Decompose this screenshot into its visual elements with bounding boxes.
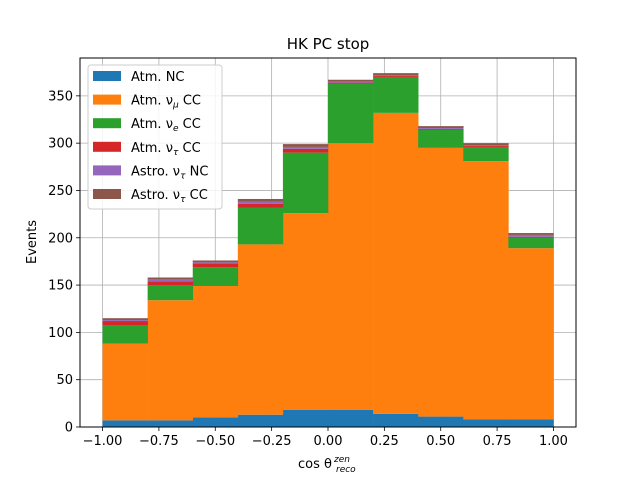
legend-swatch [93,94,121,105]
bar-segment [282,213,329,410]
x-axis-label: cos θ zen reco [298,455,356,475]
bar-segment [282,148,329,153]
legend-swatch [93,71,121,81]
bar-segment [147,277,194,280]
bar-segment [463,161,509,420]
bar-segment [102,325,148,344]
legend: Atm. NC Atm. νμ CC Atm. νe CC Atm. ντ CC Ast… [87,64,223,210]
bar-segment [373,73,419,76]
bar-segment [328,81,374,83]
bar-segment [508,234,554,237]
bar-segment [463,143,509,146]
y-tick-label: 250 [48,184,73,199]
bar-segment [418,126,464,129]
bar-segment [147,285,194,301]
x-tick-label: −0.50 [195,434,235,449]
x-tick-label: 0.00 [314,434,343,449]
legend-entry: Astro. ντ CC [131,188,208,205]
bar-segment [373,75,419,76]
bar-segment [102,343,148,421]
bar-segment [328,409,374,427]
bar-segment [328,82,374,84]
bar-segment [237,244,284,415]
bar-segment [237,414,284,427]
bar-segment [102,321,148,326]
bar-segment [508,233,554,235]
bar-segment [282,144,329,147]
x-tick-label: −0.75 [139,434,179,449]
bar-segment [373,413,419,427]
bar-segment [463,146,509,162]
x-tick-label: 1.00 [539,434,568,449]
bar-segment [373,76,419,113]
bar-segment [508,236,554,238]
bar-segment [463,419,509,427]
bar-segment [237,198,284,202]
bar-segment [328,143,374,410]
bar-segment [237,201,284,204]
y-tick-label: 150 [48,279,73,294]
bar-segment [328,79,374,82]
bar-segment [508,237,554,249]
legend-swatch [93,118,121,129]
legend-swatch [93,189,121,199]
bar-segment [192,260,239,263]
bar-segment [102,320,148,322]
bar-segment [192,417,239,427]
bar-segment [147,279,194,282]
y-axis-label: Events [25,220,40,264]
bar-segment [418,128,464,129]
bar-segment [418,147,464,417]
legend-entry: Atm. NC [131,70,185,85]
x-tick-label: −0.25 [252,434,292,449]
x-tick-label: 0.75 [483,434,512,449]
bar-segment [192,263,239,268]
legend-entry: Atm. νe CC [131,117,201,134]
bar-stacks [102,73,554,427]
bar-segment [147,420,194,427]
bar-segment [418,128,464,130]
bar-segment [373,112,419,414]
y-tick-label: 0 [65,421,73,436]
bar-segment [463,145,509,146]
legend-box [87,64,223,210]
x-tick-label: 0.50 [426,434,455,449]
y-tick-label: 200 [48,231,73,246]
y-tick-label: 350 [48,89,73,104]
bar-segment [463,145,509,147]
bar-segment [237,207,284,245]
x-tick-label: −1.00 [83,434,123,449]
bar-segment [102,420,148,427]
bar-segment [508,248,554,420]
bar-segment [147,300,194,421]
x-tick-label: 0.25 [370,434,399,449]
bar-segment [373,75,419,77]
legend-entry: Atm. ντ CC [131,141,201,158]
bar-segment [282,152,329,214]
legend-swatch [93,141,121,152]
bar-segment [282,146,329,149]
bar-segment [192,262,239,264]
bar-segment [508,419,554,427]
bar-segment [418,129,464,148]
bar-segment [418,416,464,427]
y-tick-label: 300 [48,137,73,152]
bar-segment [237,203,284,208]
legend-swatch [93,165,121,176]
legend-entry: Atm. νμ CC [131,94,201,111]
chart-title: HK PC stop [287,35,370,53]
axis-ticks: −1.00 −0.75 −0.50 −0.25 0.00 0.25 0.50 0.75 1.00… [48,89,568,449]
bar-segment [328,83,374,144]
legend-entry: Astro. ντ NC [131,164,208,181]
bar-segment [192,267,239,287]
bar-segment [282,409,329,427]
bar-segment [192,286,239,418]
y-tick-label: 100 [48,326,73,341]
y-tick-label: 50 [56,373,73,388]
bar-segment [102,318,148,321]
bar-segment [147,281,194,286]
